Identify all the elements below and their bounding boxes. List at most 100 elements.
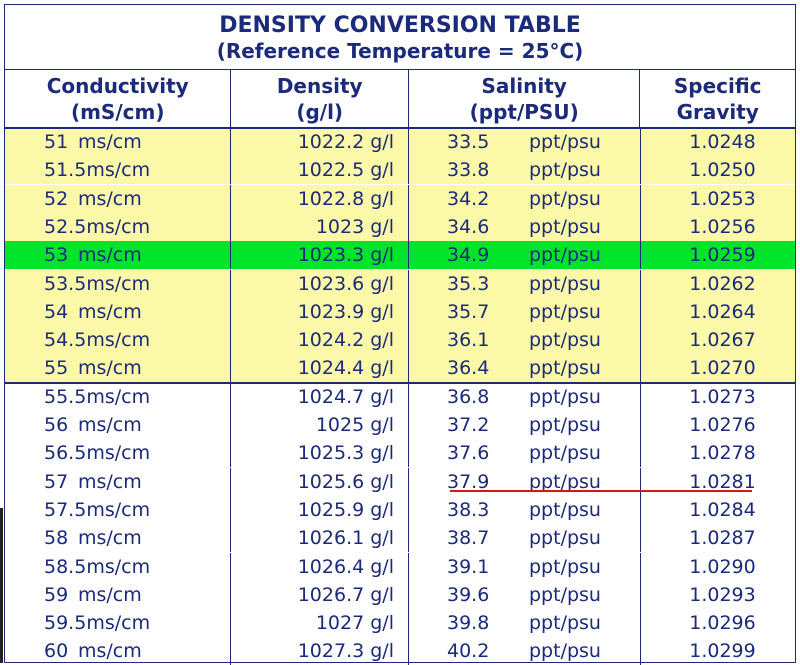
- salinity-value: 37.6: [447, 442, 490, 465]
- salinity-unit: ppt/psu: [529, 159, 601, 182]
- conductivity-cell: 58 ms/cm: [4, 524, 230, 552]
- salinity-value: 35.7: [447, 300, 490, 323]
- salinity-value: 34.2: [447, 187, 490, 210]
- density-unit: g/l: [370, 414, 394, 436]
- conductivity-unit: ms/cm: [86, 442, 151, 465]
- density-value: 1026.1: [297, 527, 365, 550]
- salinity-unit: ppt/psu: [529, 414, 601, 436]
- density-value: 1025.9: [297, 498, 365, 521]
- title-line-1: DENSITY CONVERSION TABLE: [219, 13, 581, 38]
- density-cell: 1023 g/l: [230, 212, 408, 241]
- salinity-unit: ppt/psu: [529, 583, 601, 606]
- salinity-value: 33.5: [447, 131, 490, 153]
- density-unit: g/l: [370, 640, 394, 663]
- conductivity-unit: ms/cm: [86, 498, 151, 521]
- conductivity-cell: 56 ms/cm: [4, 411, 230, 439]
- conductivity-value: 54: [44, 300, 69, 323]
- density-cell: 1023.3 g/l: [230, 241, 408, 270]
- salinity-value: 35.3: [447, 272, 490, 295]
- gravity-cell: 1.0278: [640, 439, 796, 468]
- density-value: 1025: [315, 414, 365, 436]
- left-edge-mark: [0, 508, 3, 663]
- conductivity-unit: ms/cm: [78, 414, 142, 436]
- gravity-cell: 1.0256: [640, 212, 796, 241]
- conductivity-unit: ms/cm: [86, 555, 151, 578]
- salinity-unit: ppt/psu: [529, 187, 601, 210]
- header-salinity-line1: Salinity: [481, 74, 567, 98]
- salinity-value: 36.8: [447, 385, 490, 408]
- table-row: 51 ms/cm 1022.2 g/l 33.5 ppt/psu 1.0248: [4, 128, 796, 156]
- salinity-cell: 33.8 ppt/psu: [408, 156, 640, 185]
- table-row: 52.5ms/cm 1023 g/l 34.6 ppt/psu 1.0256: [4, 212, 796, 241]
- conductivity-cell: 57.5ms/cm: [4, 496, 230, 524]
- density-cell: 1024.2 g/l: [230, 326, 408, 355]
- table-row: 53 ms/cm 1023.3 g/l 34.9 ppt/psu 1.0259: [4, 241, 796, 270]
- header-gravity-line1: Specific: [673, 74, 762, 98]
- density-value: 1023.3: [297, 244, 365, 267]
- density-unit: g/l: [370, 470, 394, 493]
- density-unit: g/l: [370, 442, 394, 465]
- header-salinity: Salinity (ppt/PSU): [407, 70, 639, 127]
- salinity-unit: ppt/psu: [529, 385, 601, 408]
- salinity-unit: ppt/psu: [529, 498, 601, 521]
- density-cell: 1022.8 g/l: [230, 184, 408, 213]
- density-value: 1022.5: [297, 159, 365, 182]
- conductivity-value: 53: [44, 244, 69, 267]
- salinity-cell: 34.2 ppt/psu: [408, 184, 640, 213]
- table-row: 52 ms/cm 1022.8 g/l 34.2 ppt/psu 1.0253: [4, 184, 796, 213]
- conductivity-unit: ms/cm: [86, 272, 151, 295]
- gravity-cell: 1.0250: [640, 156, 796, 185]
- gravity-cell: 1.0299: [640, 637, 796, 665]
- header-salinity-line2: (ppt/PSU): [469, 100, 579, 124]
- density-cell: 1026.4 g/l: [230, 552, 408, 581]
- salinity-cell: 36.1 ppt/psu: [408, 326, 640, 355]
- header-gravity-line2: Gravity: [676, 100, 759, 124]
- conductivity-value: 52.5: [44, 215, 87, 238]
- density-value: 1023.6: [297, 272, 365, 295]
- salinity-cell: 36.8 ppt/psu: [408, 382, 640, 411]
- salinity-cell: 33.5 ppt/psu: [408, 128, 640, 156]
- salinity-unit: ppt/psu: [529, 244, 601, 267]
- table-row: 59 ms/cm 1026.7 g/l 39.6 ppt/psu 1.0293: [4, 580, 796, 609]
- conductivity-value: 55: [44, 357, 69, 380]
- salinity-unit: ppt/psu: [529, 442, 601, 465]
- table-row: 60 ms/cm 1027.3 g/l 40.2 ppt/psu 1.0299: [4, 637, 796, 665]
- density-unit: g/l: [370, 215, 394, 238]
- header-gravity: Specific Gravity: [639, 70, 795, 127]
- conductivity-cell: 57 ms/cm: [4, 468, 230, 496]
- density-unit: g/l: [370, 583, 394, 606]
- salinity-value: 37.2: [447, 414, 490, 436]
- header-density-line1: Density: [276, 74, 363, 98]
- density-cell: 1022.2 g/l: [230, 128, 408, 156]
- density-cell: 1024.4 g/l: [230, 354, 408, 383]
- salinity-value: 34.9: [447, 244, 490, 267]
- density-unit: g/l: [370, 555, 394, 578]
- density-value: 1023: [315, 215, 365, 238]
- density-cell: 1024.7 g/l: [230, 382, 408, 411]
- gravity-cell: 1.0290: [640, 552, 796, 581]
- table-title: DENSITY CONVERSION TABLE (Reference Temp…: [4, 4, 796, 70]
- conductivity-cell: 60 ms/cm: [4, 637, 230, 665]
- conductivity-unit: ms/cm: [78, 527, 142, 550]
- conductivity-cell: 51 ms/cm: [4, 128, 230, 156]
- salinity-cell: 35.3 ppt/psu: [408, 269, 640, 298]
- header-conductivity-line2: (mS/cm): [70, 100, 165, 124]
- density-value: 1027.3: [297, 640, 365, 663]
- conductivity-cell: 53 ms/cm: [4, 241, 230, 269]
- gravity-cell: 1.0248: [640, 128, 796, 156]
- gravity-cell: 1.0284: [640, 495, 796, 524]
- density-cell: 1023.6 g/l: [230, 269, 408, 298]
- density-value: 1024.7: [297, 385, 365, 408]
- density-value: 1025.3: [297, 442, 365, 465]
- density-value: 1026.7: [297, 583, 365, 606]
- conductivity-value: 51: [44, 131, 69, 153]
- gravity-cell: 1.0267: [640, 326, 796, 355]
- conductivity-unit: ms/cm: [78, 300, 142, 323]
- density-unit: g/l: [370, 612, 394, 635]
- table-row: 56 ms/cm 1025 g/l 37.2 ppt/psu 1.0276: [4, 411, 796, 439]
- density-unit: g/l: [370, 187, 394, 210]
- conductivity-cell: 52.5ms/cm: [4, 213, 230, 241]
- density-value: 1026.4: [297, 555, 365, 578]
- density-unit: g/l: [370, 272, 394, 295]
